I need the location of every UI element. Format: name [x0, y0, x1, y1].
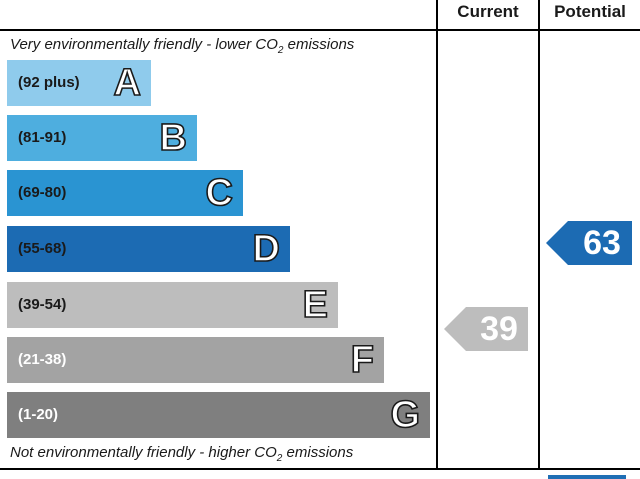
- bottom-border: [0, 468, 640, 470]
- band-g: (1-20) G: [7, 392, 430, 438]
- band-letter: F: [350, 338, 375, 382]
- potential-column-left-border: [538, 0, 540, 470]
- band-e: (39-54) E: [7, 282, 338, 328]
- band-range-label: (92 plus): [18, 74, 80, 91]
- header-divider: [0, 29, 640, 31]
- band-b: (81-91) B: [7, 115, 197, 161]
- band-f: (21-38) F: [7, 337, 384, 383]
- band-letter: G: [390, 393, 421, 437]
- band-range-label: (69-80): [18, 184, 67, 201]
- bottom-caption-o: O: [265, 444, 277, 461]
- bottom-caption-subscript: 2: [276, 453, 283, 464]
- potential-rating-value: 63: [583, 224, 621, 262]
- top-caption-tail: emissions: [283, 36, 355, 53]
- band-range-label: (81-91): [18, 129, 67, 146]
- band-letter: D: [252, 227, 281, 271]
- bottom-caption-text: Not environmentally friendly - higher C: [10, 444, 266, 461]
- band-letter: C: [205, 171, 234, 215]
- potential-header: Potential: [554, 2, 626, 21]
- current-column-left-border: [436, 0, 438, 470]
- bottom-caption-tail: emissions: [282, 444, 354, 461]
- current-arrow-shape: [444, 307, 528, 351]
- potential-arrow-shape: [546, 221, 632, 265]
- band-c: (69-80) C: [7, 170, 243, 216]
- corner-accent: [548, 475, 626, 479]
- band-a: (92 plus) A: [7, 60, 151, 106]
- band-d: (55-68) D: [7, 226, 290, 272]
- current-rating-value: 39: [480, 310, 518, 348]
- band-range-label: (39-54): [18, 296, 67, 313]
- band-range-label: (55-68): [18, 240, 67, 257]
- band-letter: A: [113, 61, 142, 105]
- top-caption-o: O: [266, 36, 278, 53]
- bottom-caption: Not environmentally friendly - higher CO…: [10, 444, 353, 464]
- band-letter: B: [159, 116, 188, 160]
- band-range-label: (1-20): [18, 406, 59, 423]
- current-header: Current: [457, 2, 519, 21]
- band-range-label: (21-38): [18, 351, 67, 368]
- potential-rating-arrow: 63: [546, 221, 632, 265]
- band-letter: E: [302, 283, 329, 327]
- top-caption-text: Very environmentally friendly - lower C: [10, 36, 267, 53]
- top-caption: Very environmentally friendly - lower CO…: [10, 36, 354, 56]
- current-rating-arrow: 39: [444, 307, 528, 351]
- top-caption-subscript: 2: [277, 45, 284, 56]
